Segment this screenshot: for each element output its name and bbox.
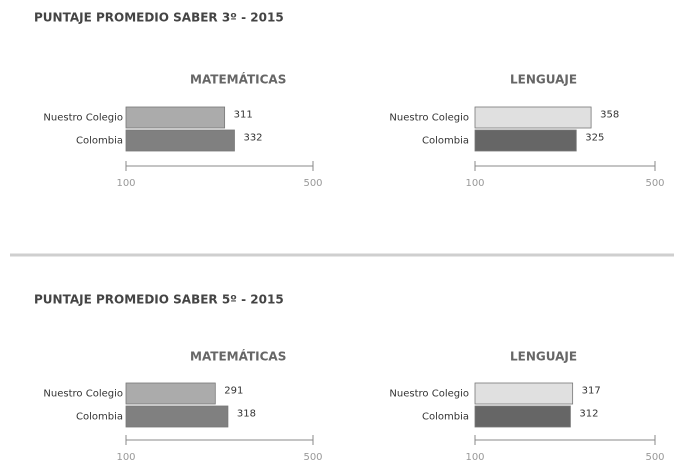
category-label: Colombia (422, 412, 469, 423)
category-label: Nuestro Colegio (389, 113, 469, 124)
x-tick-label: 500 (645, 178, 664, 189)
x-tick-label: 100 (465, 178, 484, 189)
value-label: 317 (582, 386, 601, 397)
value-label: 318 (237, 409, 256, 420)
x-tick-label: 500 (303, 452, 322, 463)
bar (125, 106, 226, 129)
category-label: Nuestro Colegio (43, 389, 123, 400)
chart-title: MATEMÁTICAS (190, 72, 286, 87)
value-label: 291 (224, 386, 243, 397)
bar (125, 405, 229, 428)
bar (474, 129, 577, 152)
section-heading: PUNTAJE PROMEDIO SABER 5º - 2015 (34, 293, 284, 307)
value-label: 311 (234, 110, 253, 121)
value-label: 312 (579, 409, 598, 420)
x-tick-label: 500 (303, 178, 322, 189)
x-tick-label: 100 (116, 452, 135, 463)
category-label: Colombia (422, 136, 469, 147)
chart-title: LENGUAJE (510, 350, 577, 364)
category-label: Nuestro Colegio (389, 389, 469, 400)
bar (125, 382, 216, 405)
category-label: Colombia (76, 136, 123, 147)
value-label: 325 (585, 133, 604, 144)
x-tick-label: 100 (465, 452, 484, 463)
category-label: Nuestro Colegio (43, 113, 123, 124)
x-tick-label: 500 (645, 452, 664, 463)
bar (474, 405, 571, 428)
category-label: Colombia (76, 412, 123, 423)
chart-title: LENGUAJE (510, 73, 577, 87)
bar (474, 382, 574, 405)
chart-title: MATEMÁTICAS (190, 349, 286, 364)
value-label: 358 (600, 110, 619, 121)
bar (474, 106, 592, 129)
section-heading: PUNTAJE PROMEDIO SABER 3º - 2015 (34, 11, 284, 25)
value-label: 332 (243, 133, 262, 144)
bar (125, 129, 235, 152)
x-tick-label: 100 (116, 178, 135, 189)
